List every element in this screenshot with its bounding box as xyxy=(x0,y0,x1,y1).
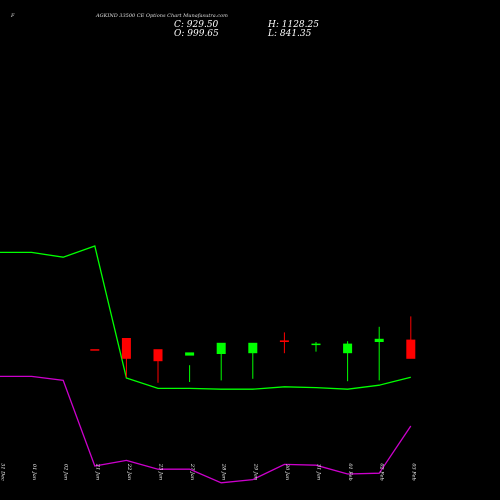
x-tick-label: 29 Jan xyxy=(252,463,258,480)
candle-body xyxy=(311,343,321,346)
candle-body xyxy=(248,342,258,354)
high-label: H: 1128.25 xyxy=(268,20,319,30)
candle-body xyxy=(343,343,353,354)
candle-body xyxy=(374,338,384,342)
x-tick-label: 28 Jan xyxy=(221,463,227,480)
x-tick-label: 21 Jan xyxy=(94,463,100,480)
candle-body xyxy=(185,352,195,356)
chart-title-prefix: F xyxy=(11,13,15,19)
x-tick-label: 27 Jan xyxy=(189,463,195,480)
x-tick-label: 30 Jan xyxy=(284,464,290,480)
chart-title: AGKIND 33500 CE Options Chart Munafasutr… xyxy=(96,13,228,19)
candle-body xyxy=(153,349,163,362)
x-tick-label: 02 Jan xyxy=(63,464,69,480)
x-tick-label: 02 Feb xyxy=(379,463,385,480)
lower-band-line xyxy=(0,375,412,484)
open-label: O: 999.65 xyxy=(174,29,219,39)
low-label: L: 841.35 xyxy=(268,29,312,39)
upper-band-line xyxy=(0,245,411,390)
x-tick-label: 23 Jan xyxy=(158,463,164,480)
candle-body xyxy=(279,340,289,342)
candle-body xyxy=(90,349,100,351)
x-tick-label: 31 Jan xyxy=(316,464,322,480)
close-label: C: 929.50 xyxy=(174,20,219,30)
candle-body xyxy=(121,338,131,359)
x-tick-label: 01 Feb xyxy=(347,463,353,480)
x-tick-label: 22 Jan xyxy=(126,463,132,480)
x-tick-label: 03 Feb xyxy=(410,463,416,480)
x-tick-label: 31 Dec xyxy=(0,463,6,481)
x-tick-label: 01 Jan xyxy=(31,464,37,480)
candle-body xyxy=(406,339,416,359)
candle-body xyxy=(216,342,226,354)
